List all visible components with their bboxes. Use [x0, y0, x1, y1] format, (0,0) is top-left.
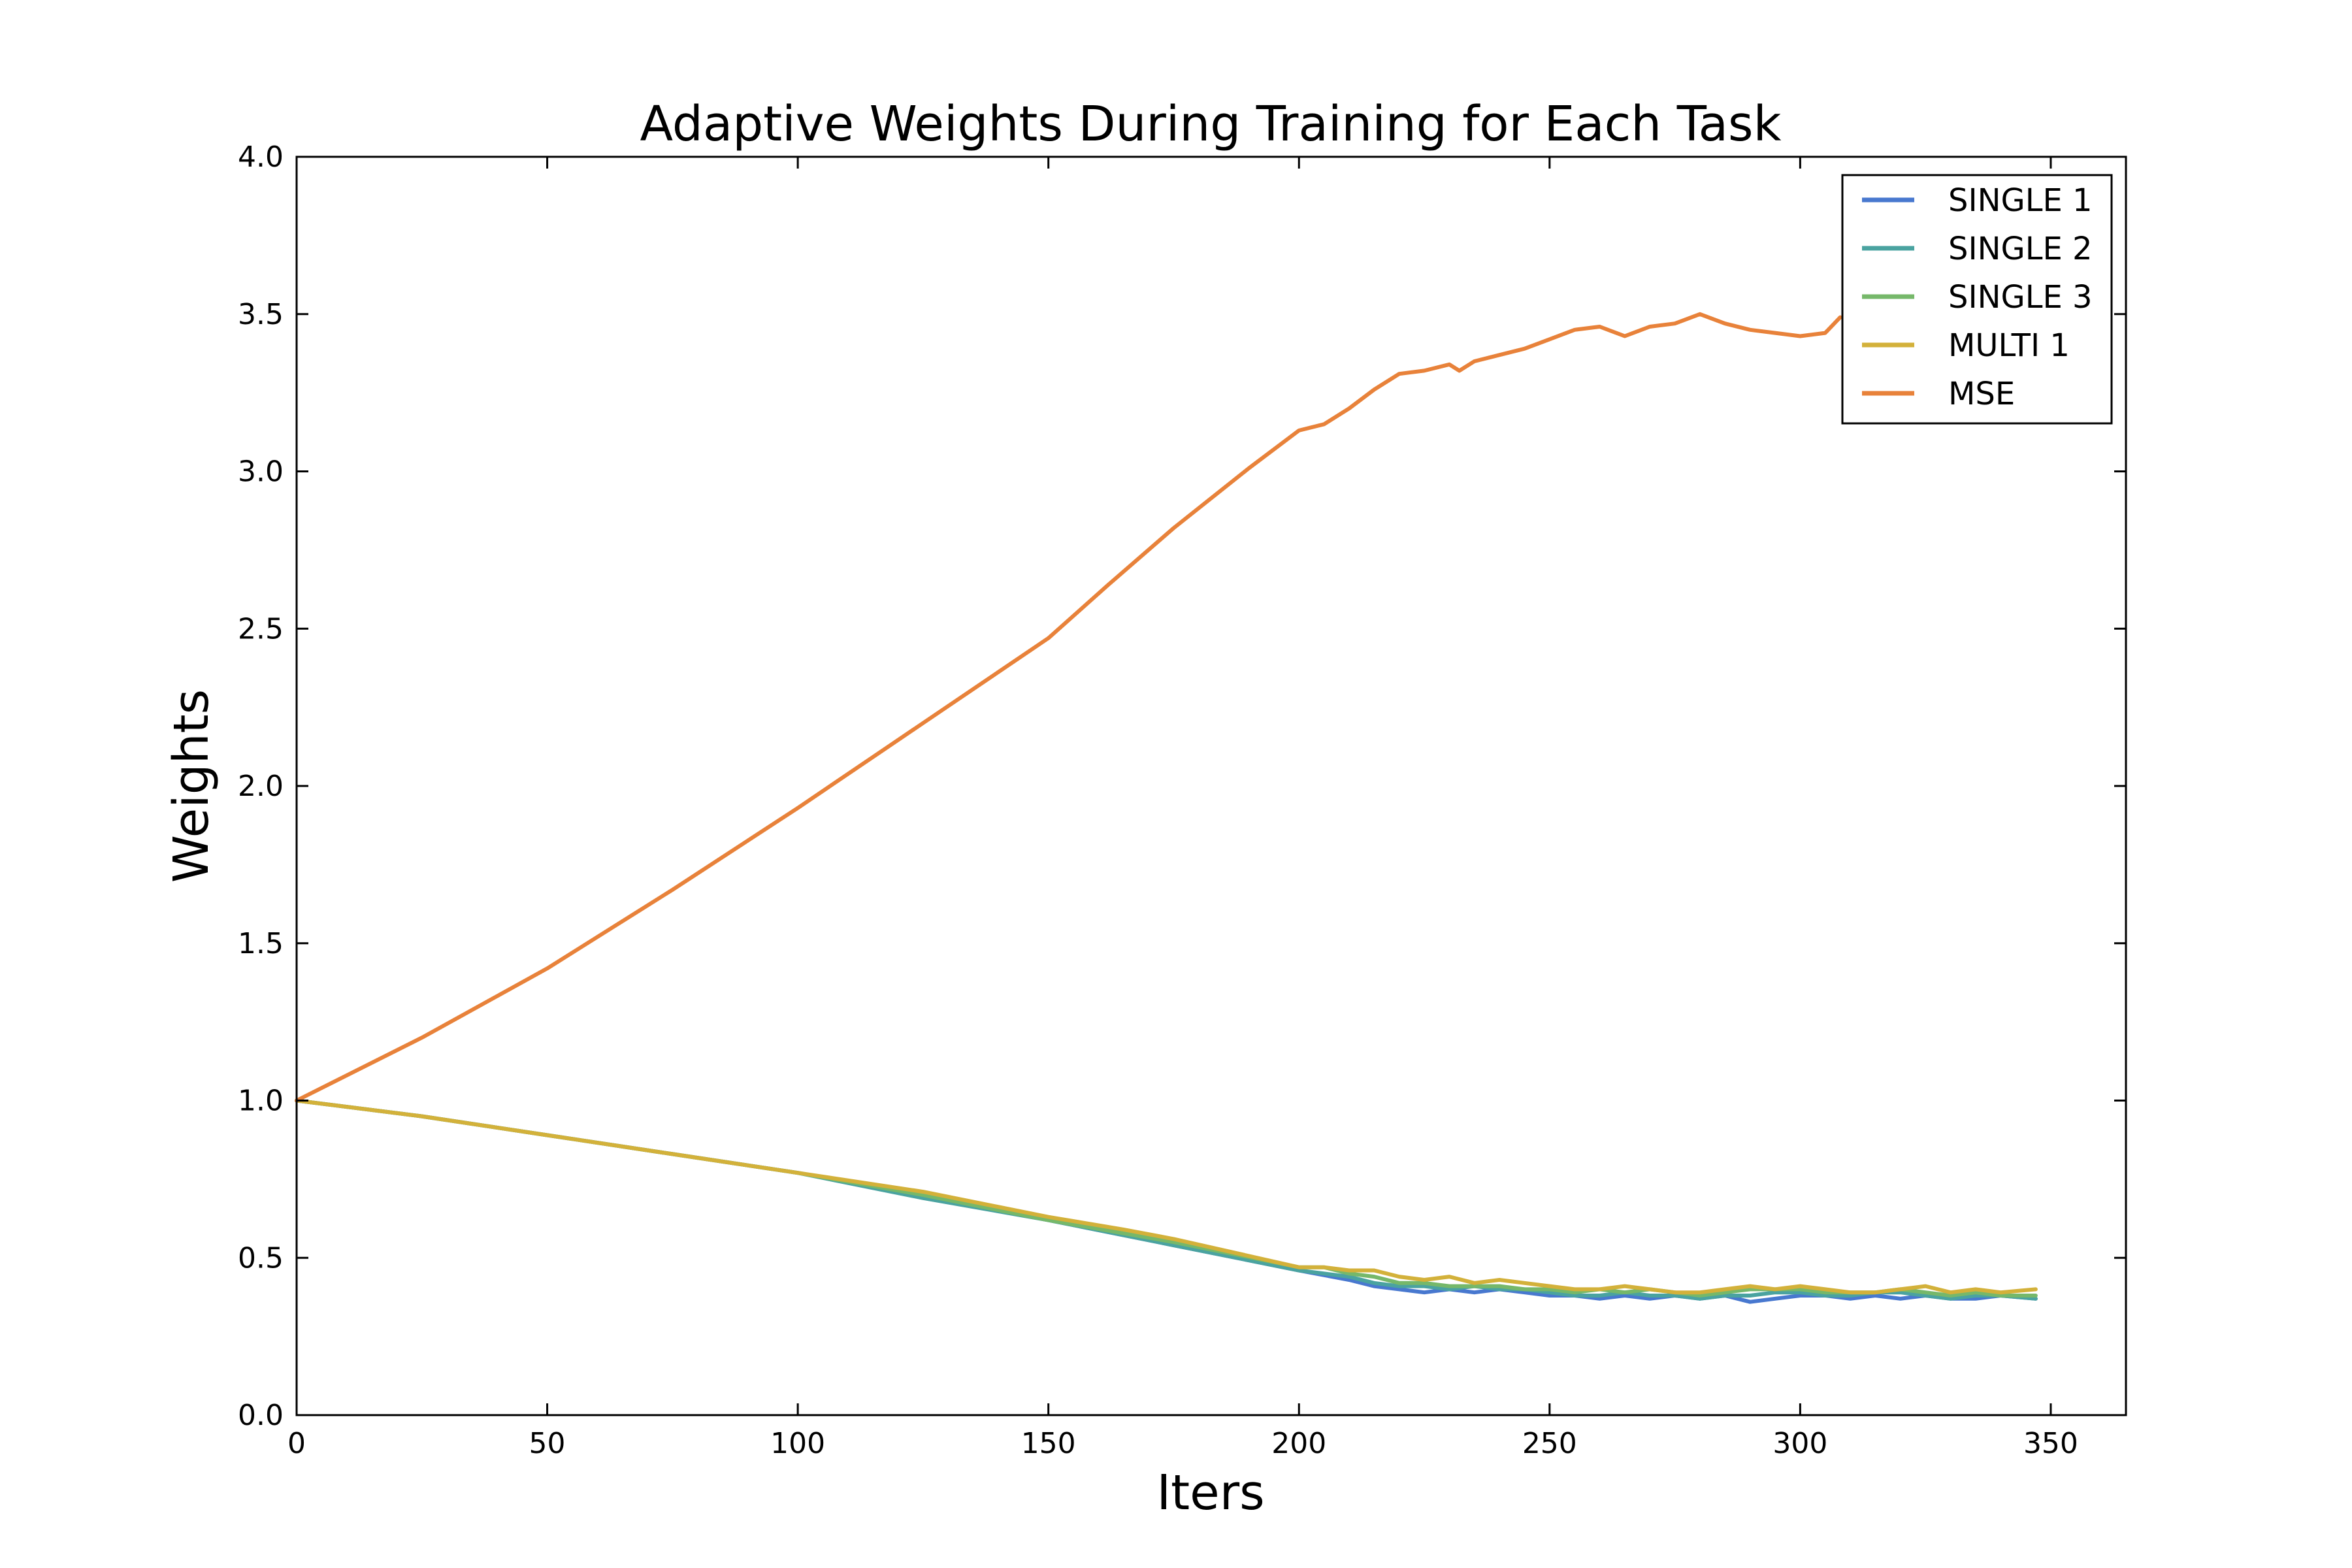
x-tick-label: 350	[2023, 1427, 2078, 1460]
y-tick-label: 1.0	[238, 1085, 284, 1118]
legend-label-3: SINGLE 3	[1948, 279, 2093, 316]
legend: SINGLE 1 SINGLE 2 SINGLE 3 MULTI 1 MSE	[1841, 174, 2113, 425]
x-tick-label: 250	[1522, 1427, 1577, 1460]
x-tick-label: 150	[1021, 1427, 1076, 1460]
x-tick-label: 300	[1772, 1427, 1827, 1460]
x-tick-label: 200	[1271, 1427, 1326, 1460]
series-layer	[295, 312, 2038, 1304]
ticks-layer: 0 50 100 150 200 250 300 350 0.0 0.5 1.0 1.5 2.0 2.5 3…	[238, 140, 2126, 1460]
x-tick-label: 100	[770, 1427, 825, 1460]
legend-label-5: MSE	[1948, 376, 2015, 412]
x-tick-label: 50	[529, 1427, 566, 1460]
y-tick-label: 0.0	[238, 1399, 284, 1432]
series-line-5	[295, 312, 1842, 1103]
y-tick-label: 3.0	[238, 455, 284, 489]
x-axis-label: Iters	[1156, 1465, 1264, 1521]
legend-label-4: MULTI 1	[1948, 327, 2070, 364]
chart-title: Adaptive Weights During Training for Eac…	[640, 96, 1782, 152]
y-tick-label: 2.0	[238, 770, 284, 803]
y-tick-label: 3.5	[238, 298, 284, 331]
legend-label-2: SINGLE 2	[1948, 231, 2093, 267]
y-tick-label: 4.0	[238, 140, 284, 174]
y-tick-label: 1.5	[238, 927, 284, 960]
legend-box	[1841, 174, 2113, 425]
y-axis-label: Weights	[163, 689, 220, 883]
y-tick-label: 2.5	[238, 612, 284, 645]
legend-label-1: SINGLE 1	[1948, 182, 2093, 219]
x-tick-label: 0	[287, 1427, 306, 1460]
series-line-4	[295, 1098, 2038, 1295]
y-tick-label: 0.5	[238, 1241, 284, 1275]
